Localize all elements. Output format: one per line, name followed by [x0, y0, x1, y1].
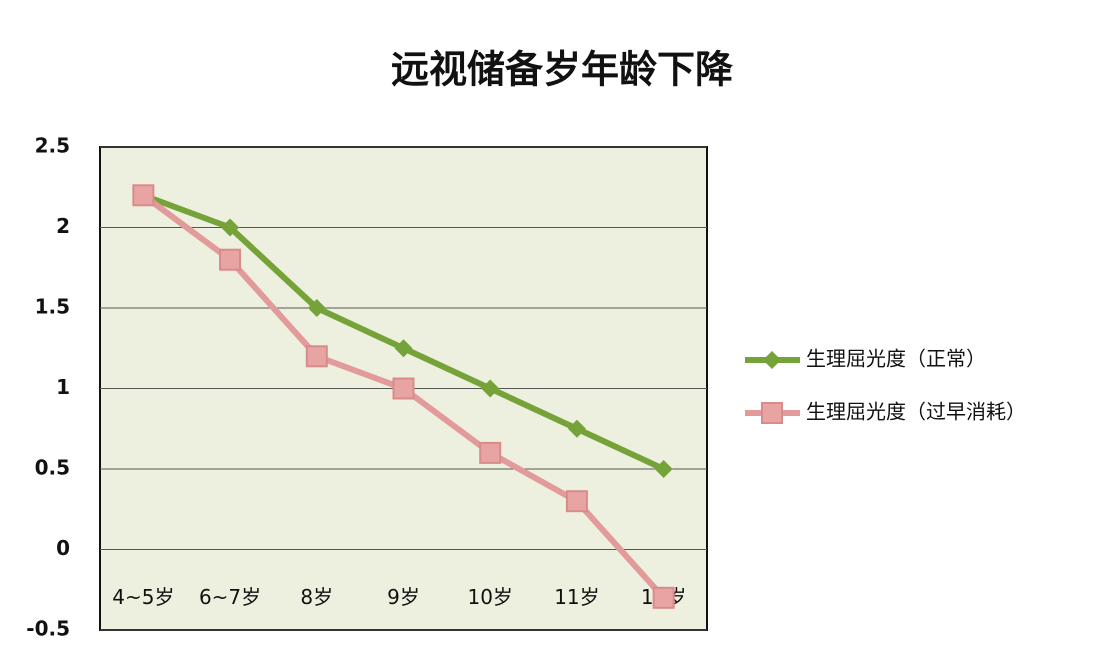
- y-tick-label: 0: [56, 536, 70, 560]
- marker: [219, 248, 242, 271]
- x-tick-label: 8岁: [300, 585, 333, 609]
- y-tick-label: -0.5: [26, 617, 70, 641]
- x-tick-label: 10岁: [467, 585, 512, 609]
- marker: [394, 339, 413, 358]
- legend-label: 生理屈光度（正常）: [806, 347, 986, 371]
- x-tick-label: 9岁: [387, 585, 420, 609]
- marker: [392, 377, 415, 400]
- x-tick-label: 4~5岁: [112, 585, 174, 609]
- marker: [652, 586, 675, 609]
- marker: [307, 299, 326, 317]
- marker: [132, 184, 155, 207]
- x-tick-label: 6~7岁: [199, 585, 261, 609]
- marker: [565, 490, 588, 513]
- y-tick-label: 1: [56, 375, 70, 399]
- y-tick-label: 0.5: [35, 456, 70, 480]
- legend-marker: [763, 351, 781, 369]
- legend-label: 生理屈光度（过早消耗）: [806, 400, 1026, 424]
- marker: [481, 379, 500, 398]
- y-tick-label: 2.5: [35, 134, 70, 158]
- marker: [654, 460, 673, 478]
- chart-title: 远视储备岁年龄下降: [391, 48, 733, 92]
- marker: [221, 218, 240, 237]
- x-tick-label: 11岁: [554, 585, 599, 609]
- marker: [305, 345, 328, 368]
- legend-marker: [761, 402, 783, 424]
- y-tick-label: 2: [56, 214, 70, 238]
- y-tick-label: 1.5: [35, 295, 70, 319]
- marker: [479, 441, 502, 464]
- marker: [567, 419, 586, 438]
